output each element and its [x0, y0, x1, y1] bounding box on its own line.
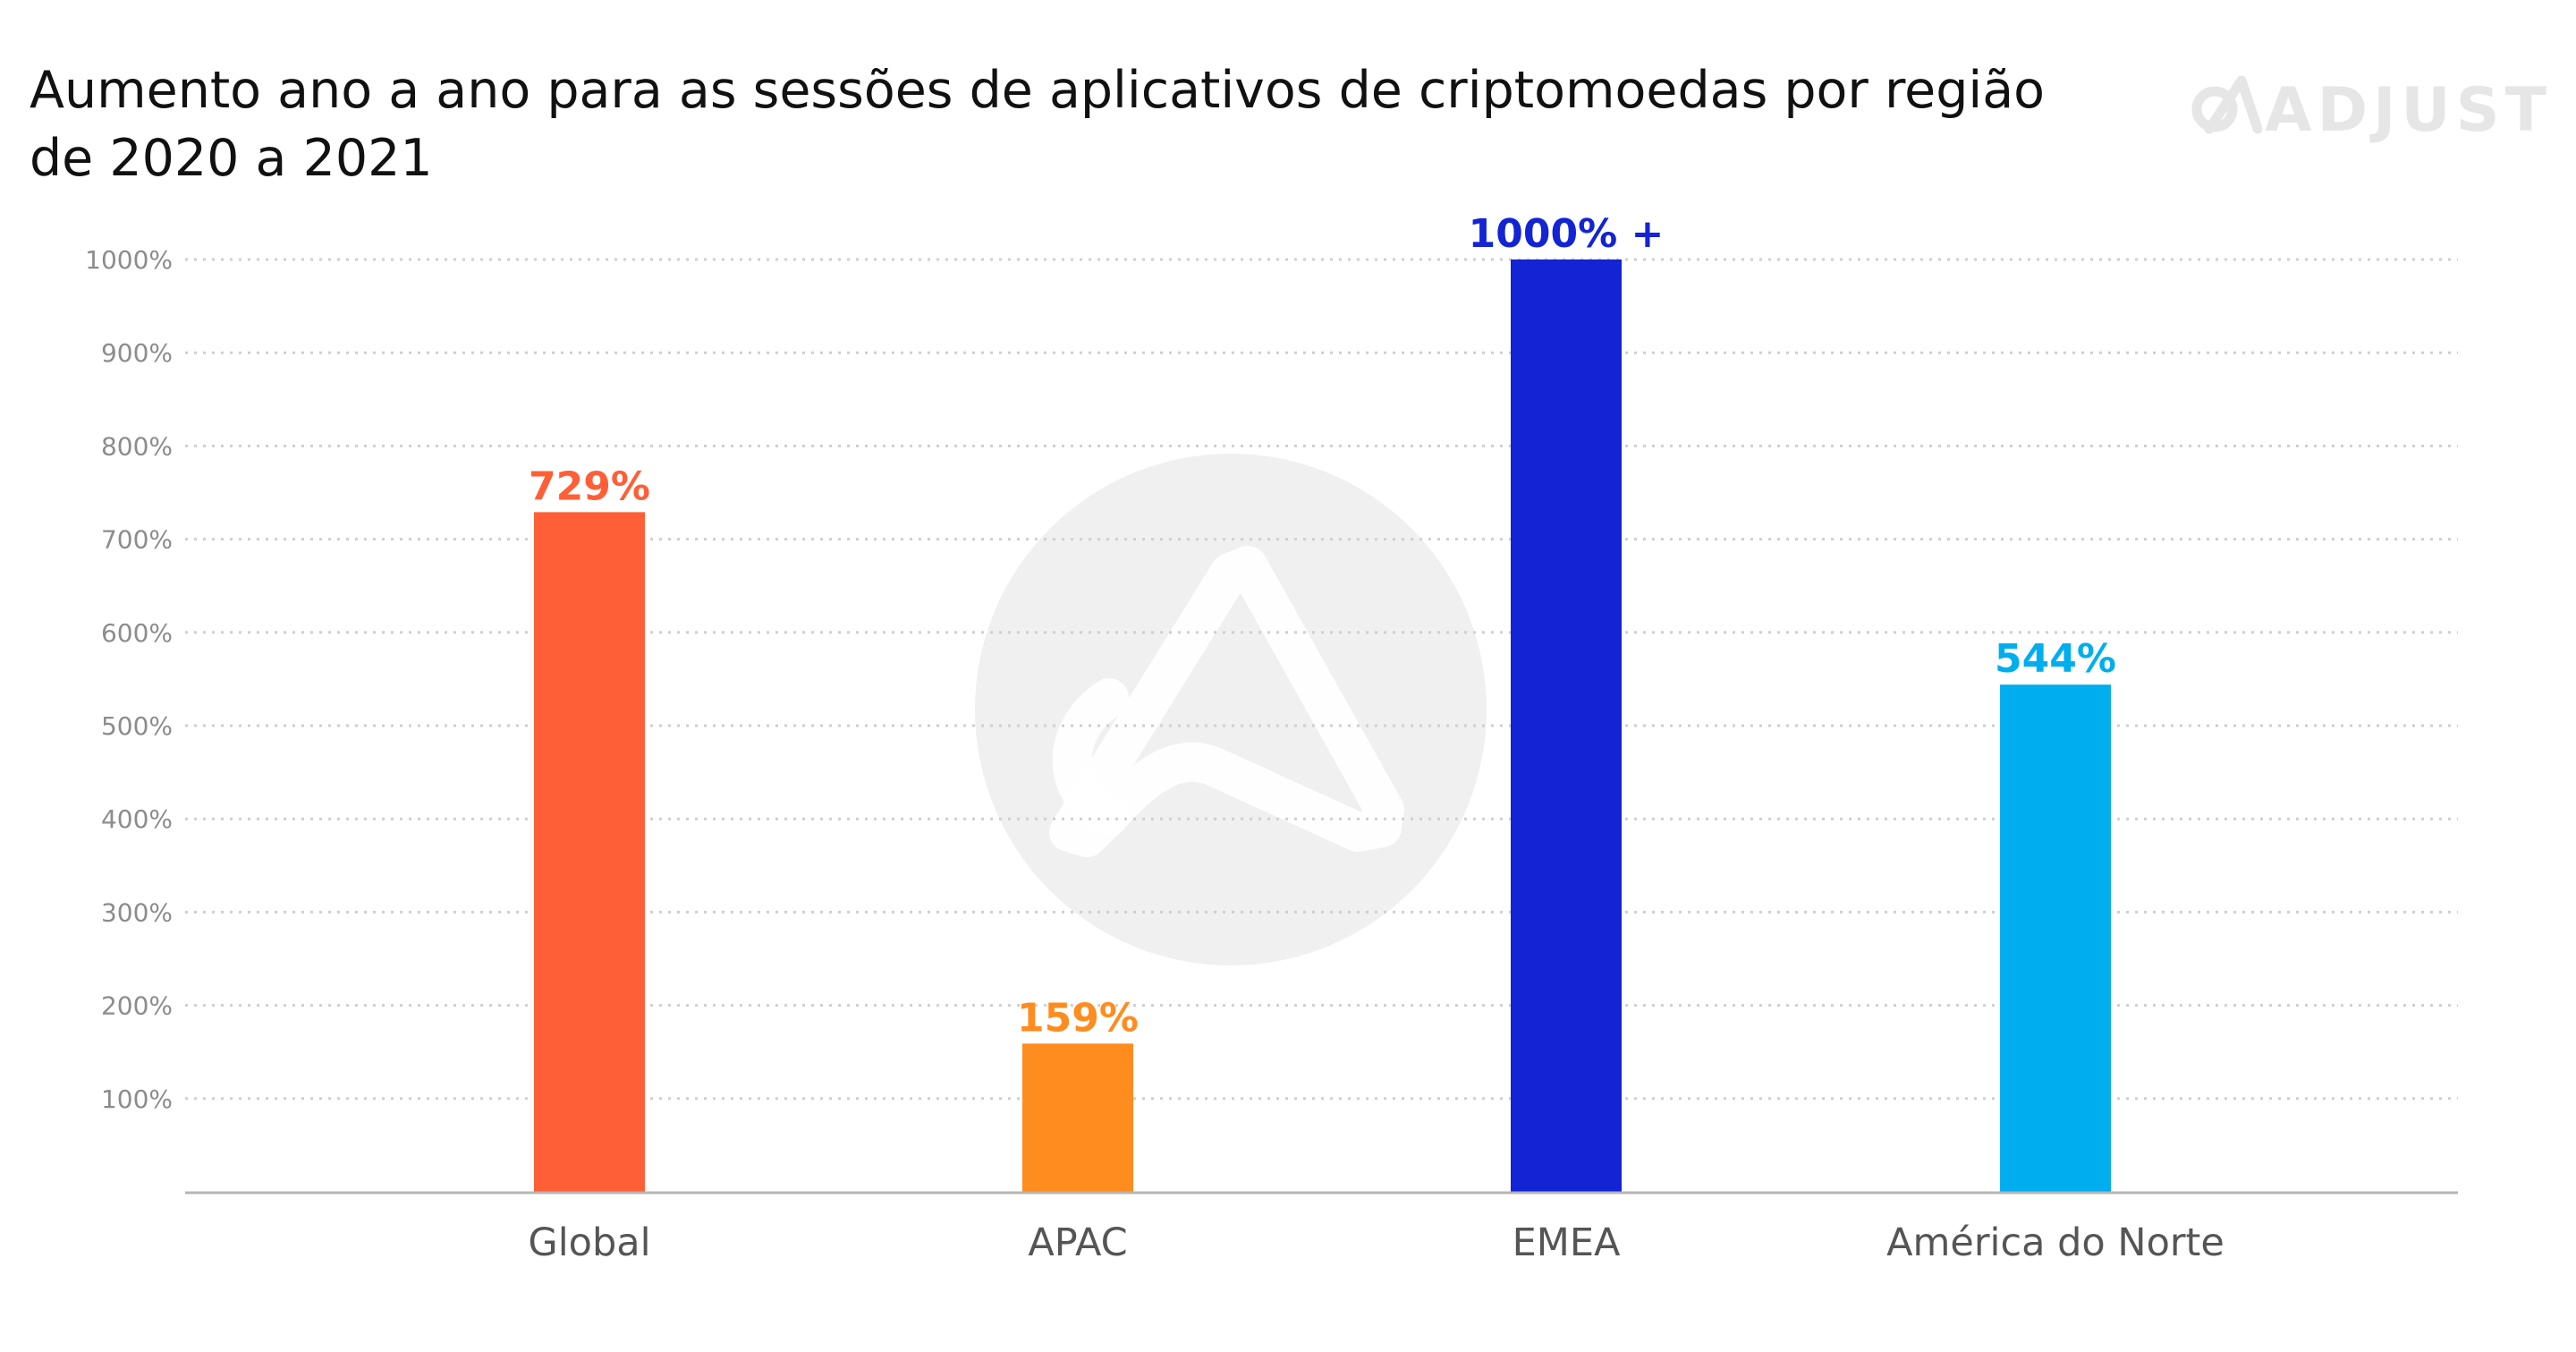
adjust-logo-icon	[2191, 75, 2263, 134]
y-tick-label: 400%	[101, 804, 173, 834]
y-tick-label: 1000%	[85, 245, 173, 275]
y-tick-label: 900%	[101, 338, 173, 368]
chart-title-line-2: de 2020 a 2021	[30, 129, 433, 188]
category-label: APAC	[1028, 1220, 1127, 1265]
bar-am-rica-do-norte	[2000, 685, 2111, 1192]
value-label: 1000% +	[1469, 211, 1665, 257]
y-tick-label: 200%	[101, 991, 173, 1021]
value-label: 159%	[1017, 995, 1139, 1041]
x-axis-labels: Global APAC EMEA América do Norte	[528, 1220, 2224, 1265]
category-label: EMEA	[1513, 1220, 1621, 1265]
chart-title-line-1: Aumento ano a ano para as sessões de apl…	[30, 61, 2045, 120]
bar-emea	[1511, 259, 1622, 1192]
y-tick-label: 500%	[101, 711, 173, 741]
gridlines	[185, 258, 2458, 1101]
y-axis-ticks: 100% 200% 300% 400% 500% 600% 700% 800% 900% 1000…	[85, 245, 173, 1114]
value-label: 544%	[1995, 636, 2116, 682]
bar-global	[534, 512, 645, 1192]
bar-apac	[1022, 1043, 1133, 1192]
brand-wordmark: ADJUST	[2265, 75, 2552, 146]
category-label: Global	[528, 1220, 650, 1265]
y-tick-label: 700%	[101, 525, 173, 555]
value-labels: 729% 159% 1000% + 544%	[529, 211, 2116, 1041]
y-tick-label: 100%	[101, 1084, 173, 1114]
value-label: 729%	[529, 463, 650, 509]
bars	[534, 259, 2111, 1192]
watermark-logo-icon	[975, 454, 1487, 965]
y-tick-label: 600%	[101, 618, 173, 648]
y-tick-label: 800%	[101, 431, 173, 461]
category-label: América do Norte	[1886, 1220, 2224, 1265]
y-tick-label: 300%	[101, 897, 173, 927]
